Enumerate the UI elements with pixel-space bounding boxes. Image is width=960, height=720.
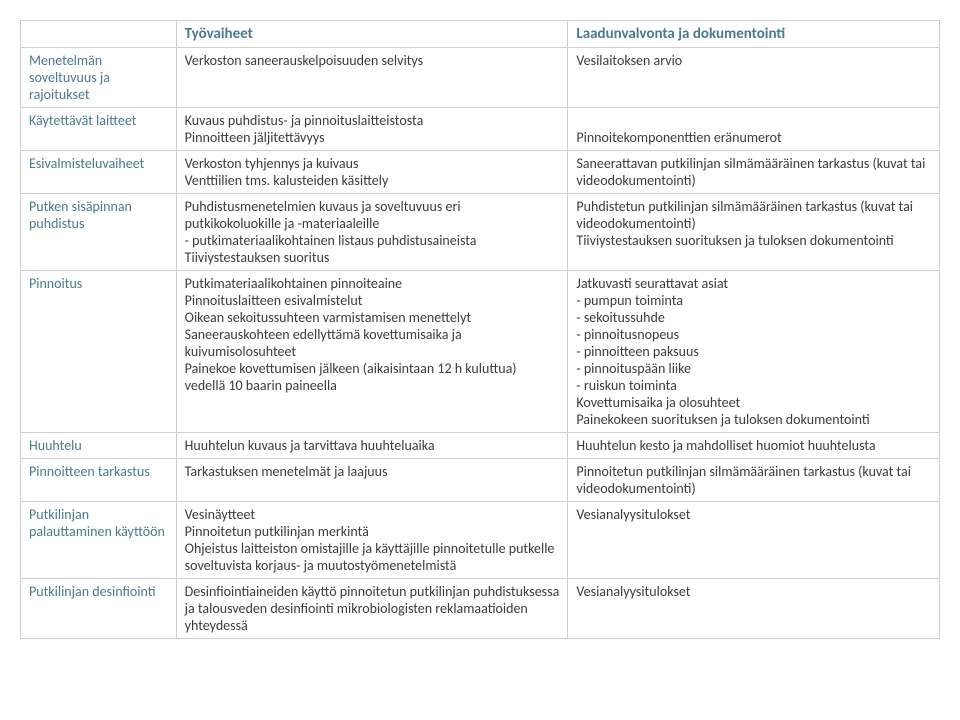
row-laadunvalvonta: Vesianalyysitulokset bbox=[568, 502, 940, 579]
cell-text: Painekokeen suorituksen ja tuloksen doku… bbox=[576, 411, 931, 428]
table-row: Putkilinjan desinfiointiDesinfiointiaine… bbox=[21, 579, 940, 639]
cell-text bbox=[576, 112, 931, 129]
header-tyovaiheet: Työvaiheet bbox=[176, 21, 568, 48]
table-row: Putken sisäpinnan puhdistusPuhdistusmene… bbox=[21, 194, 940, 271]
cell-text: - pinnoitusnopeus bbox=[576, 326, 931, 343]
row-label: Esivalmisteluvaiheet bbox=[21, 151, 177, 194]
row-laadunvalvonta: Saneerattavan putkilinjan silmämääräinen… bbox=[568, 151, 940, 194]
table-row: Menetelmän soveltuvuus ja rajoitukset Ver… bbox=[21, 48, 940, 108]
row-label: Huuhtelu bbox=[21, 433, 177, 459]
row-tyovaiheet: Tarkastuksen menetelmät ja laajuus bbox=[176, 459, 568, 502]
cell-text: Ohjeistus laitteiston omistajille ja käy… bbox=[185, 540, 560, 574]
cell-text: Oikean sekoitussuhteen varmistamisen men… bbox=[185, 309, 560, 326]
cell-text: Verkoston saneerauskelpoisuuden selvitys bbox=[185, 52, 560, 69]
row-laadunvalvonta: Puhdistetun putkilinjan silmämääräinen t… bbox=[568, 194, 940, 271]
cell-text: Tarkastuksen menetelmät ja laajuus bbox=[185, 463, 560, 480]
cell-text: Pinnoitetun putkilinjan merkintä bbox=[185, 523, 560, 540]
table-row: Putkilinjan palauttaminen käyttöönVesinä… bbox=[21, 502, 940, 579]
header-blank bbox=[21, 21, 177, 48]
row-laadunvalvonta: Vesilaitoksen arvio bbox=[568, 48, 940, 108]
row-tyovaiheet: Putkimateriaalikohtainen pinnoiteainePin… bbox=[176, 271, 568, 433]
row-tyovaiheet: Huuhtelun kuvaus ja tarvittava huuhtelua… bbox=[176, 433, 568, 459]
table-row: Huuhtelu Huuhtelun kuvaus ja tarvittava h… bbox=[21, 433, 940, 459]
cell-text: Pinnoitteen jäljitettävyys bbox=[185, 129, 560, 146]
cell-text: Desinfiointiaineiden käyttö pinnoitetun … bbox=[185, 583, 560, 634]
cell-text: Verkoston tyhjennys ja kuivaus bbox=[185, 155, 560, 172]
row-label: Käytettävät laitteet bbox=[21, 108, 177, 151]
row-laadunvalvonta: Huuhtelun kesto ja mahdolliset huomiot h… bbox=[568, 433, 940, 459]
row-label: Putken sisäpinnan puhdistus bbox=[21, 194, 177, 271]
cell-text: Painekoe kovettumisen jälkeen (aikaisint… bbox=[185, 360, 560, 394]
row-tyovaiheet: Puhdistusmenetelmien kuvaus ja soveltuvu… bbox=[176, 194, 568, 271]
row-laadunvalvonta: Pinnoitekomponenttien eränumerot bbox=[568, 108, 940, 151]
cell-text: - pumpun toiminta bbox=[576, 292, 931, 309]
cell-text: Jatkuvasti seurattavat asiat bbox=[576, 275, 931, 292]
cell-text: Kuvaus puhdistus- ja pinnoituslaitteisto… bbox=[185, 112, 560, 129]
cell-text: - sekoitussuhde bbox=[576, 309, 931, 326]
cell-text: Tiiviystestauksen suoritus bbox=[185, 249, 560, 266]
header-row: Työvaiheet Laadunvalvonta ja dokumentoin… bbox=[21, 21, 940, 48]
table-row: PinnoitusPutkimateriaalikohtainen pinnoi… bbox=[21, 271, 940, 433]
cell-text: Vesilaitoksen arvio bbox=[576, 52, 931, 69]
row-tyovaiheet: Kuvaus puhdistus- ja pinnoituslaitteisto… bbox=[176, 108, 568, 151]
cell-text: Vesinäytteet bbox=[185, 506, 560, 523]
row-tyovaiheet: Desinfiointiaineiden käyttö pinnoitetun … bbox=[176, 579, 568, 639]
row-tyovaiheet: Verkoston tyhjennys ja kuivausVenttiilie… bbox=[176, 151, 568, 194]
cell-text: Saneerattavan putkilinjan silmämääräinen… bbox=[576, 155, 931, 189]
row-tyovaiheet: Verkoston saneerauskelpoisuuden selvitys bbox=[176, 48, 568, 108]
row-label: Menetelmän soveltuvuus ja rajoitukset bbox=[21, 48, 177, 108]
cell-text: - putkimateriaalikohtainen listaus puhdi… bbox=[185, 232, 560, 249]
row-laadunvalvonta: Pinnoitetun putkilinjan silmämääräinen t… bbox=[568, 459, 940, 502]
cell-text: Pinnoituslaitteen esivalmistelut bbox=[185, 292, 560, 309]
cell-text: Huuhtelun kesto ja mahdolliset huomiot h… bbox=[576, 437, 931, 454]
row-tyovaiheet: VesinäytteetPinnoitetun putkilinjan merk… bbox=[176, 502, 568, 579]
cell-text: - pinnoituspään liike bbox=[576, 360, 931, 377]
row-laadunvalvonta: Vesianalyysitulokset bbox=[568, 579, 940, 639]
table-row: Käytettävät laitteet Kuvaus puhdistus- ja… bbox=[21, 108, 940, 151]
cell-text: Saneerauskohteen edellyttämä kovettumisa… bbox=[185, 326, 560, 360]
row-label: Putkilinjan palauttaminen käyttöön bbox=[21, 502, 177, 579]
row-label: Putkilinjan desinfiointi bbox=[21, 579, 177, 639]
row-laadunvalvonta: Jatkuvasti seurattavat asiat- pumpun toi… bbox=[568, 271, 940, 433]
cell-text: Vesianalyysitulokset bbox=[576, 506, 931, 523]
cell-text: Putkimateriaalikohtainen pinnoiteaine bbox=[185, 275, 560, 292]
cell-text: - pinnoitteen paksuus bbox=[576, 343, 931, 360]
table-body: Menetelmän soveltuvuus ja rajoitukset Ver… bbox=[21, 48, 940, 639]
cell-text: Puhdistusmenetelmien kuvaus ja soveltuvu… bbox=[185, 198, 560, 232]
cell-text: Tiiviystestauksen suorituksen ja tulokse… bbox=[576, 232, 931, 249]
row-label: Pinnoitus bbox=[21, 271, 177, 433]
cell-text: Puhdistetun putkilinjan silmämääräinen t… bbox=[576, 198, 931, 232]
process-table: Työvaiheet Laadunvalvonta ja dokumentoin… bbox=[20, 20, 940, 639]
cell-text: Pinnoitetun putkilinjan silmämääräinen t… bbox=[576, 463, 931, 497]
cell-text: Vesianalyysitulokset bbox=[576, 583, 931, 600]
header-laadunvalvonta: Laadunvalvonta ja dokumentointi bbox=[568, 21, 940, 48]
table-row: EsivalmisteluvaiheetVerkoston tyhjennys … bbox=[21, 151, 940, 194]
cell-text: Kovettumisaika ja olosuhteet bbox=[576, 394, 931, 411]
cell-text: Huuhtelun kuvaus ja tarvittava huuhtelua… bbox=[185, 437, 560, 454]
cell-text: Pinnoitekomponenttien eränumerot bbox=[576, 129, 931, 146]
cell-text: Venttiilien tms. kalusteiden käsittely bbox=[185, 172, 560, 189]
row-label: Pinnoitteen tarkastus bbox=[21, 459, 177, 502]
table-row: Pinnoitteen tarkastus Tarkastuksen menete… bbox=[21, 459, 940, 502]
cell-text: - ruiskun toiminta bbox=[576, 377, 931, 394]
